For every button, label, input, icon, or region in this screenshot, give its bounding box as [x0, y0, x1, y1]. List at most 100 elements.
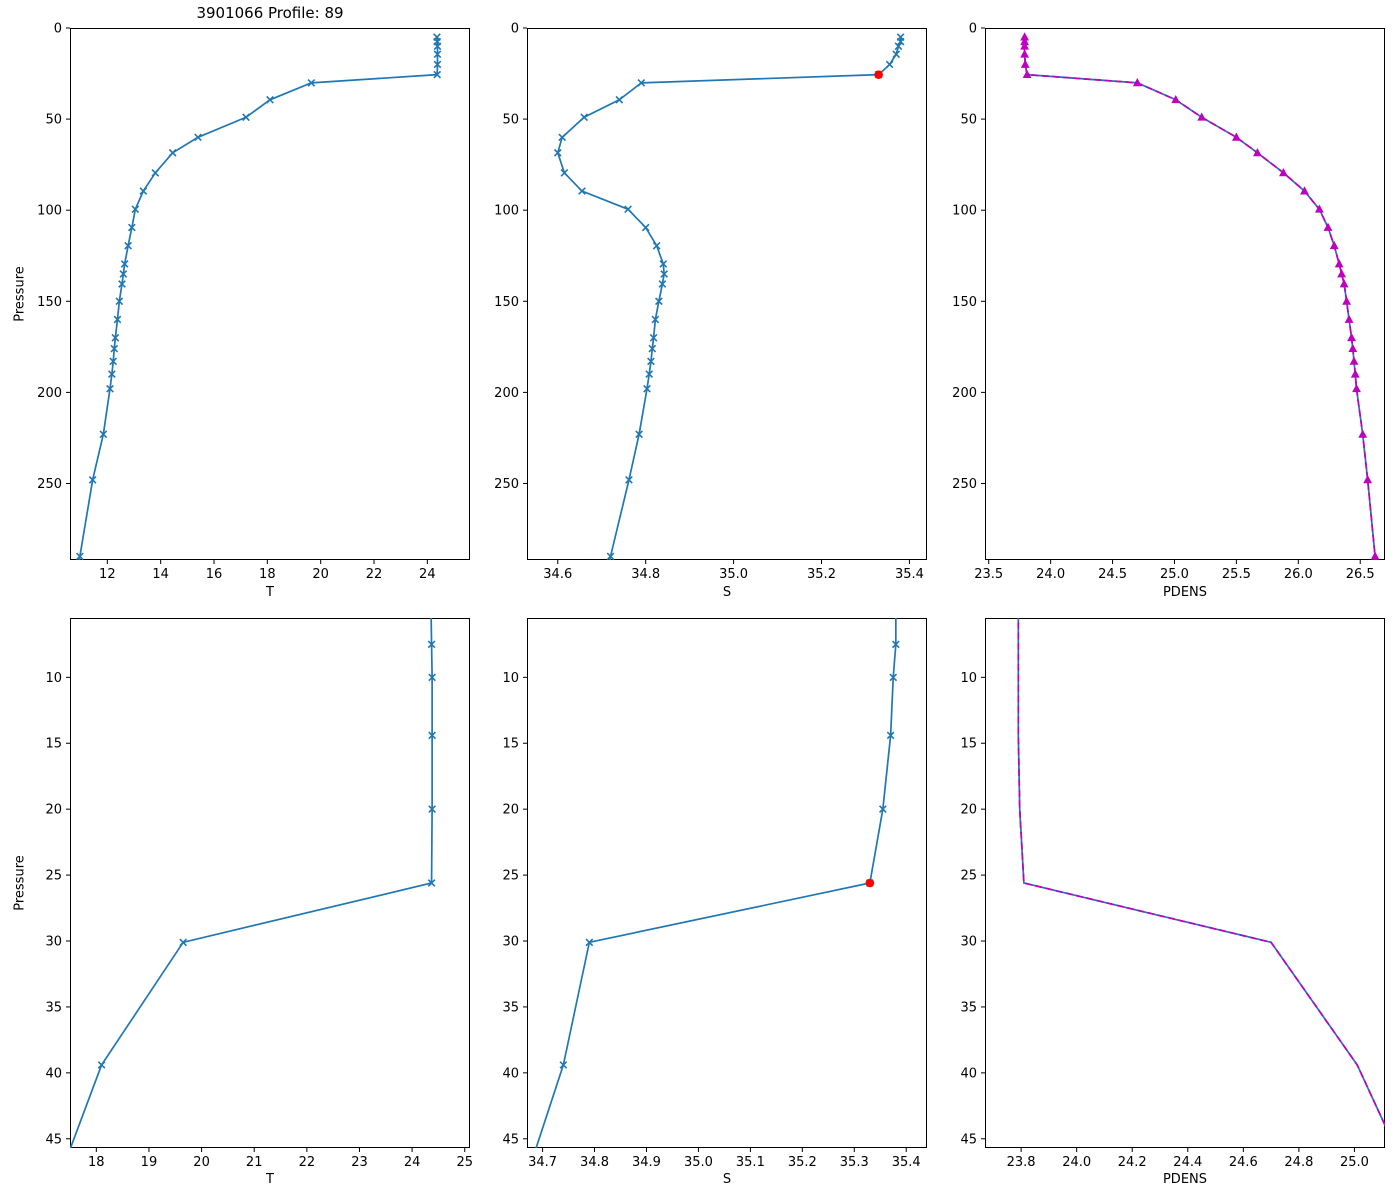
- svg-text:24.0: 24.0: [1062, 1155, 1091, 1170]
- svg-text:23.5: 23.5: [974, 567, 1003, 582]
- svg-text:0: 0: [54, 22, 62, 37]
- svg-text:35.0: 35.0: [684, 1155, 713, 1170]
- chart-temperature-zoom: 18 19 20 21 22 23 24 25 10 15 20 25 30 35 40 45: [45, 618, 473, 1170]
- svg-text:16: 16: [206, 567, 223, 582]
- svg-text:24.0: 24.0: [1036, 567, 1065, 582]
- svg-text:12: 12: [99, 567, 116, 582]
- svg-text:250: 250: [494, 477, 519, 492]
- svg-text:25.0: 25.0: [1340, 1155, 1369, 1170]
- svg-text:34.6: 34.6: [543, 567, 572, 582]
- svg-text:50: 50: [502, 113, 519, 128]
- svg-text:26.5: 26.5: [1346, 567, 1375, 582]
- svg-text:24.6: 24.6: [1229, 1155, 1258, 1170]
- x-axis-label-s-full: S: [722, 585, 732, 600]
- x-axis-label-t-full: T: [266, 585, 274, 600]
- svg-text:35.4: 35.4: [895, 567, 924, 582]
- svg-text:14: 14: [152, 567, 169, 582]
- svg-text:24.5: 24.5: [1098, 567, 1127, 582]
- svg-text:35.2: 35.2: [807, 567, 836, 582]
- svg-text:25: 25: [502, 869, 519, 884]
- svg-text:15: 15: [960, 737, 977, 752]
- svg-text:22: 22: [299, 1155, 316, 1170]
- svg-text:26.0: 26.0: [1284, 567, 1313, 582]
- svg-text:35: 35: [502, 1000, 519, 1015]
- svg-text:150: 150: [952, 295, 977, 310]
- svg-text:0: 0: [969, 22, 977, 37]
- x-axis-label-s-zoom: S: [722, 1172, 732, 1187]
- chart-density-zoom: 23.8 24.0 24.2 24.4 24.6 24.8 25.0 10 15 20 25 30 35…: [960, 618, 1385, 1170]
- svg-text:22: 22: [366, 567, 383, 582]
- svg-text:20: 20: [45, 803, 62, 818]
- svg-text:25: 25: [456, 1155, 473, 1170]
- chart-salinity-zoom: 34.7 34.8 34.9 35.0 35.1 35.2 35.3 35.4 10 15 20 25…: [502, 618, 927, 1170]
- svg-text:25.5: 25.5: [1222, 567, 1251, 582]
- svg-text:40: 40: [45, 1066, 62, 1081]
- svg-text:24: 24: [419, 567, 436, 582]
- svg-text:34.7: 34.7: [528, 1155, 557, 1170]
- svg-text:200: 200: [37, 386, 62, 401]
- svg-text:35.0: 35.0: [719, 567, 748, 582]
- svg-text:35: 35: [960, 1000, 977, 1015]
- x-axis-label-pdens-full: PDENS: [1162, 585, 1208, 600]
- svg-text:100: 100: [37, 204, 62, 219]
- svg-text:40: 40: [960, 1066, 977, 1081]
- chart-temperature-full: 12 14 16 18 20 22 24 0 50 100 150 200 250: [37, 22, 470, 582]
- x-axis-label-pdens-zoom: PDENS: [1162, 1172, 1208, 1187]
- svg-text:35: 35: [45, 1000, 62, 1015]
- svg-text:18: 18: [88, 1155, 105, 1170]
- svg-text:19: 19: [141, 1155, 158, 1170]
- svg-text:100: 100: [952, 204, 977, 219]
- svg-text:40: 40: [502, 1066, 519, 1081]
- svg-text:50: 50: [45, 113, 62, 128]
- svg-text:20: 20: [960, 803, 977, 818]
- svg-text:200: 200: [494, 386, 519, 401]
- svg-text:20: 20: [502, 803, 519, 818]
- svg-text:50: 50: [960, 113, 977, 128]
- svg-text:34.8: 34.8: [631, 567, 660, 582]
- svg-text:200: 200: [952, 386, 977, 401]
- svg-text:45: 45: [502, 1132, 519, 1147]
- chart-salinity-full: 34.6 34.8 35.0 35.2 35.4 0 50 100 150 200 250: [494, 22, 927, 582]
- svg-text:150: 150: [494, 295, 519, 310]
- svg-text:25: 25: [960, 869, 977, 884]
- svg-text:15: 15: [502, 737, 519, 752]
- svg-text:21: 21: [246, 1155, 263, 1170]
- x-axis-label-t-zoom: T: [266, 1172, 274, 1187]
- figure-title: 3901066 Profile: 89: [196, 4, 344, 22]
- svg-text:30: 30: [45, 935, 62, 950]
- svg-text:100: 100: [494, 204, 519, 219]
- svg-text:150: 150: [37, 295, 62, 310]
- svg-text:20: 20: [312, 567, 329, 582]
- svg-text:23.8: 23.8: [1007, 1155, 1036, 1170]
- y-axis-label-pressure-top: Pressure: [12, 266, 28, 322]
- svg-text:35.1: 35.1: [736, 1155, 765, 1170]
- chart-density-full: 23.5 24.0 24.5 25.0 25.5 26.0 26.5 0 50 100 150 200…: [952, 22, 1385, 582]
- svg-text:24.2: 24.2: [1118, 1155, 1147, 1170]
- svg-text:20: 20: [193, 1155, 210, 1170]
- svg-text:10: 10: [502, 671, 519, 686]
- svg-text:45: 45: [960, 1132, 977, 1147]
- svg-text:23: 23: [351, 1155, 368, 1170]
- svg-text:10: 10: [960, 671, 977, 686]
- svg-text:45: 45: [45, 1132, 62, 1147]
- svg-text:15: 15: [45, 737, 62, 752]
- svg-text:250: 250: [37, 477, 62, 492]
- svg-text:35.3: 35.3: [840, 1155, 869, 1170]
- svg-text:35.4: 35.4: [892, 1155, 921, 1170]
- svg-text:0: 0: [511, 22, 519, 37]
- svg-text:35.2: 35.2: [788, 1155, 817, 1170]
- svg-text:18: 18: [259, 567, 276, 582]
- svg-text:30: 30: [960, 935, 977, 950]
- svg-text:25: 25: [45, 869, 62, 884]
- svg-text:24.8: 24.8: [1284, 1155, 1313, 1170]
- svg-text:34.9: 34.9: [632, 1155, 661, 1170]
- svg-text:24.4: 24.4: [1173, 1155, 1202, 1170]
- svg-text:24: 24: [404, 1155, 421, 1170]
- svg-text:34.8: 34.8: [580, 1155, 609, 1170]
- svg-text:25.0: 25.0: [1160, 567, 1189, 582]
- y-axis-label-pressure-bottom: Pressure: [12, 855, 28, 911]
- svg-text:10: 10: [45, 671, 62, 686]
- svg-text:250: 250: [952, 477, 977, 492]
- svg-text:30: 30: [502, 935, 519, 950]
